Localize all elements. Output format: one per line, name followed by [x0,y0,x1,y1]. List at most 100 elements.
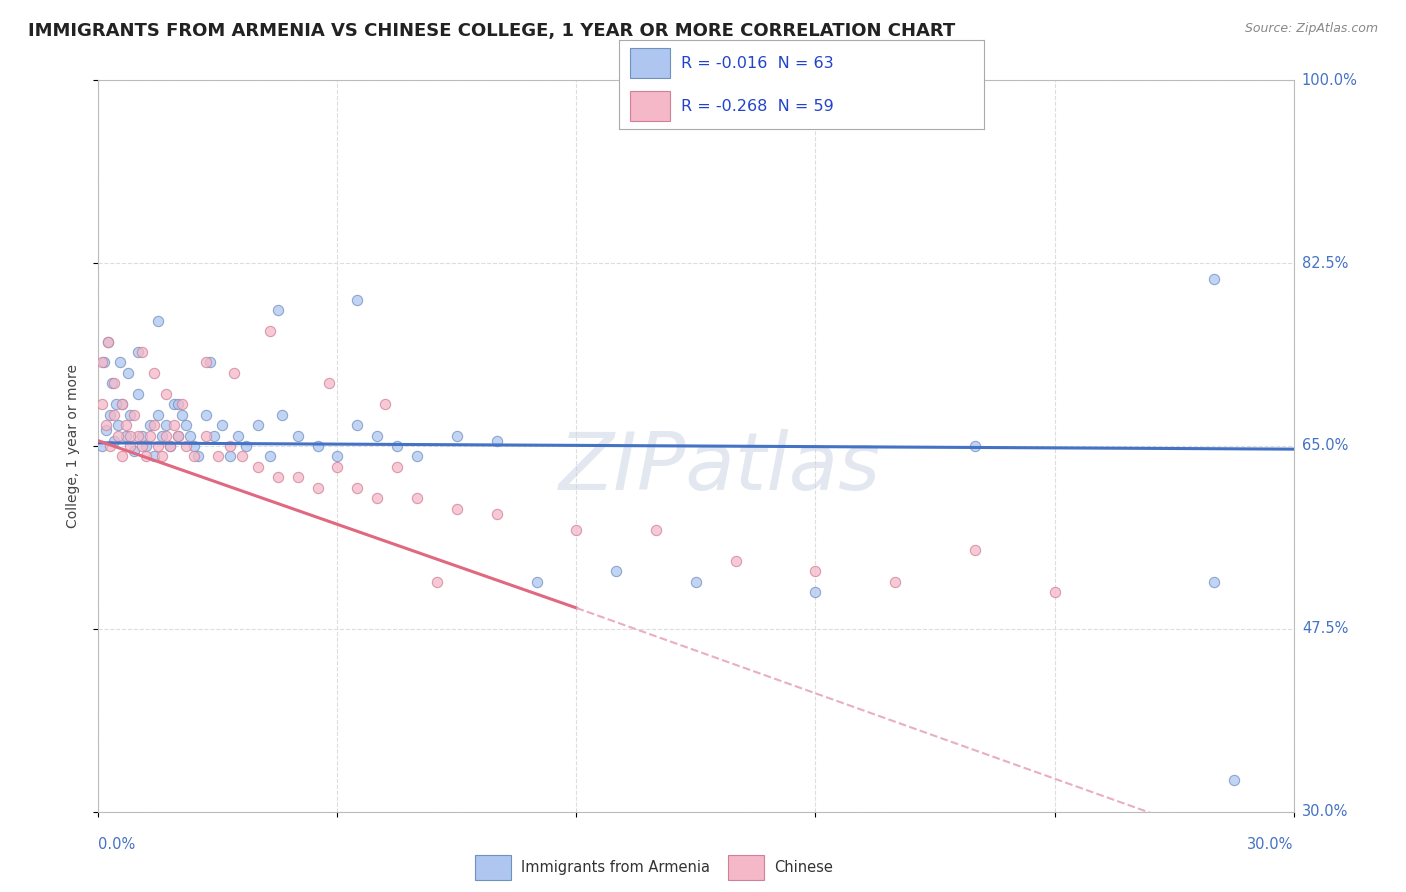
Point [148,408,170,422]
Point [346,481,368,495]
Point [426,574,449,589]
Point [195,355,218,369]
Point [155,386,177,401]
Text: IMMIGRANTS FROM ARMENIA VS CHINESE COLLEGE, 1 YEAR OR MORE CORRELATION CHART: IMMIGRANTS FROM ARMENIA VS CHINESE COLLE… [28,22,955,40]
Point [1043,585,1066,599]
Point [366,491,388,506]
Point [155,418,177,433]
Point [135,450,157,464]
Text: 82.5%: 82.5% [1302,256,1348,270]
Point [115,428,138,442]
Point [183,439,205,453]
Point [219,439,242,453]
Point [139,418,162,433]
Point [187,450,209,464]
Point [231,450,253,464]
Point [174,439,197,453]
Point [148,439,170,453]
Point [406,450,429,464]
Text: Source: ZipAtlas.com: Source: ZipAtlas.com [1244,22,1378,36]
Point [120,439,142,453]
Point [318,376,340,391]
Point [96,423,118,437]
Y-axis label: College, 1 year or more: College, 1 year or more [66,364,80,528]
Point [120,408,142,422]
Point [963,439,986,453]
Point [150,450,173,464]
Point [346,418,368,433]
Point [645,523,668,537]
FancyBboxPatch shape [630,91,669,121]
Point [103,434,125,448]
Point [724,554,747,568]
Point [167,428,190,442]
Point [91,397,114,411]
Point [96,418,118,433]
Point [103,376,125,391]
Point [131,345,153,359]
Point [97,334,120,349]
Point [98,408,122,422]
Point [207,450,229,464]
Point [107,428,129,442]
Point [385,459,409,474]
Text: 47.5%: 47.5% [1302,622,1348,636]
Point [183,450,205,464]
Point [219,450,242,464]
Point [167,397,190,411]
Point [135,439,157,453]
Point [101,376,124,391]
Point [143,366,166,380]
Point [111,397,134,411]
Point [226,428,249,442]
Point [115,418,138,433]
Point [565,523,588,537]
Point [246,418,269,433]
Point [111,397,134,411]
Point [287,428,309,442]
Point [103,408,125,422]
Point [804,585,827,599]
Point [235,439,257,453]
Point [259,450,281,464]
Point [93,355,115,369]
Text: 0.0%: 0.0% [98,837,135,852]
Point [110,355,132,369]
Point [163,418,186,433]
Point [120,428,142,442]
Point [131,428,153,442]
Text: Chinese: Chinese [773,860,832,875]
Point [485,507,508,521]
Point [267,470,290,484]
Text: R = -0.268  N = 59: R = -0.268 N = 59 [681,99,834,113]
Text: 100.0%: 100.0% [1302,73,1358,87]
Point [366,428,388,442]
Point [131,439,153,453]
Point [98,439,122,453]
Point [884,574,907,589]
Point [117,366,139,380]
Point [172,408,194,422]
Point [326,450,349,464]
Point [1202,272,1225,286]
Point [150,428,173,442]
Point [605,565,627,579]
Point [143,418,166,433]
Point [307,481,329,495]
Point [179,428,201,442]
Point [259,324,281,338]
Point [174,418,197,433]
Point [91,355,114,369]
Point [127,386,149,401]
Text: ZIPatlas: ZIPatlas [558,429,882,507]
Text: 65.0%: 65.0% [1302,439,1348,453]
Point [446,501,468,516]
Point [143,450,166,464]
Point [139,428,162,442]
Point [485,434,508,448]
Point [124,408,146,422]
Point [167,428,190,442]
Point [685,574,707,589]
Point [202,428,225,442]
Point [111,450,134,464]
